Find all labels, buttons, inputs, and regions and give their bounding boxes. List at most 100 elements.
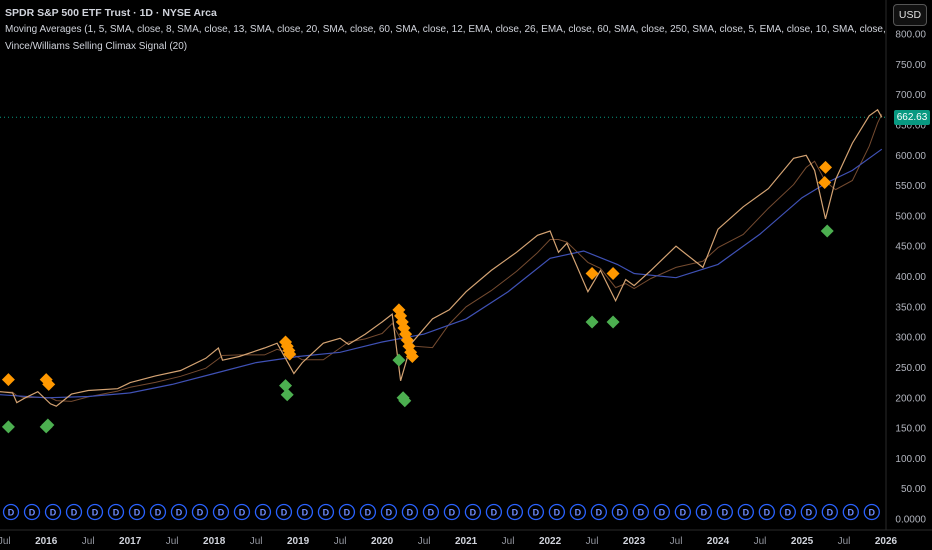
dividend-marker [611,503,629,521]
dividend-marker-label: D [869,508,876,518]
y-tick-label: 650.00 [895,120,926,131]
dividend-marker-label: D [827,508,834,518]
dividend-marker-label: D [533,508,540,518]
dividend-marker-label: D [239,508,246,518]
y-tick-label: 250.00 [895,363,926,374]
buy-signal-marker [606,315,620,329]
dividend-marker [779,503,796,521]
y-tick-label: 100.00 [895,454,926,465]
x-tick-label: Jul [334,536,347,547]
dividend-marker-label: D [113,508,120,518]
last-price-label: 662.63 [894,110,930,125]
x-tick-label: Jul [0,536,11,547]
dividend-marker-label: D [155,508,162,518]
dividend-marker [464,503,482,521]
dividend-marker-label: D [512,508,519,518]
dividend-marker-label: D [281,508,288,518]
y-tick-label: 500.00 [895,211,926,222]
dividend-marker-label: D [617,508,624,518]
x-tick-label: Jul [838,536,851,547]
dividend-marker-label: D [344,508,351,518]
dividend-marker [212,503,230,521]
currency-button[interactable]: USD [893,4,927,26]
dividend-marker-label: D [92,508,99,518]
dividend-marker-label: D [491,508,498,518]
dividend-marker [275,503,293,521]
x-tick-label: 2016 [35,536,58,547]
dividend-marker-label: D [197,508,204,518]
dividend-marker [170,503,188,521]
dividend-marker [569,503,587,521]
dividend-marker-label: D [575,508,582,518]
dividend-marker-label: D [29,508,36,518]
dividend-marker [674,503,691,521]
dividend-marker-label: D [302,508,309,518]
selling-climax-legend[interactable]: Vince/Williams Selling Climax Signal (20… [5,41,188,52]
dividend-marker-label: D [176,508,183,518]
sell-signal-marker [818,176,832,190]
buy-signal-marker [280,388,294,402]
dividend-marker [821,503,838,521]
dividend-marker-label: D [428,508,435,518]
dividend-marker [107,503,125,521]
dividend-marker-label: D [596,508,603,518]
x-tick-label: Jul [250,536,263,547]
x-tick-label: 2024 [707,536,730,547]
dividend-marker [65,503,83,521]
sell-signal-marker [42,377,56,391]
dividend-marker [590,503,608,521]
x-tick-label: 2026 [875,536,898,547]
dividend-marker-label: D [743,508,750,518]
sell-signal-marker [585,266,599,280]
dividend-marker [254,503,272,521]
x-tick-label: 2018 [203,536,226,547]
buy-signal-marker [1,420,15,434]
dividend-marker [296,503,314,521]
dividend-marker-label: D [785,508,792,518]
x-tick-label: Jul [754,536,767,547]
dividend-marker-label: D [470,508,477,518]
x-tick-label: Jul [418,536,431,547]
dividend-marker-label: D [722,508,729,518]
y-tick-label: 150.00 [895,424,926,435]
dividend-marker [758,503,775,521]
x-tick-label: Jul [82,536,95,547]
dividend-marker [716,503,733,521]
dividend-marker [842,503,859,521]
buy-signal-marker [392,353,406,367]
x-tick-label: 2021 [455,536,478,547]
moving-averages-legend[interactable]: Moving Averages (1, 5, SMA, close, 8, SM… [5,24,889,35]
price-line [0,108,883,407]
dividend-marker-label: D [8,508,15,518]
dividend-marker [737,503,754,521]
dividend-marker-label: D [638,508,645,518]
dividend-marker-label: D [680,508,687,518]
dividend-marker-label: D [386,508,393,518]
dividend-marker [863,503,880,521]
y-tick-label: 300.00 [895,333,926,344]
dividend-marker [23,503,41,521]
dividend-marker-label: D [218,508,225,518]
dividend-marker [149,503,167,521]
x-tick-label: 2019 [287,536,310,547]
buy-signal-marker [585,315,599,329]
dividend-marker [233,503,251,521]
dividend-marker [338,503,356,521]
dividend-marker-label: D [449,508,456,518]
y-tick-label: 400.00 [895,272,926,283]
dividend-marker [632,503,650,521]
y-tick-label: 200.00 [895,393,926,404]
sell-signal-marker [1,373,15,387]
dividend-marker-label: D [50,508,57,518]
x-tick-label: Jul [502,536,515,547]
buy-signal-marker [41,418,55,432]
dividend-marker [359,503,377,521]
sell-signal-marker [283,347,297,361]
y-tick-label: 0.0000 [895,515,926,526]
dividend-marker-label: D [764,508,771,518]
y-tick-label: 750.00 [895,60,926,71]
dividend-marker [548,503,566,521]
x-tick-label: 2023 [623,536,646,547]
x-tick-label: Jul [166,536,179,547]
